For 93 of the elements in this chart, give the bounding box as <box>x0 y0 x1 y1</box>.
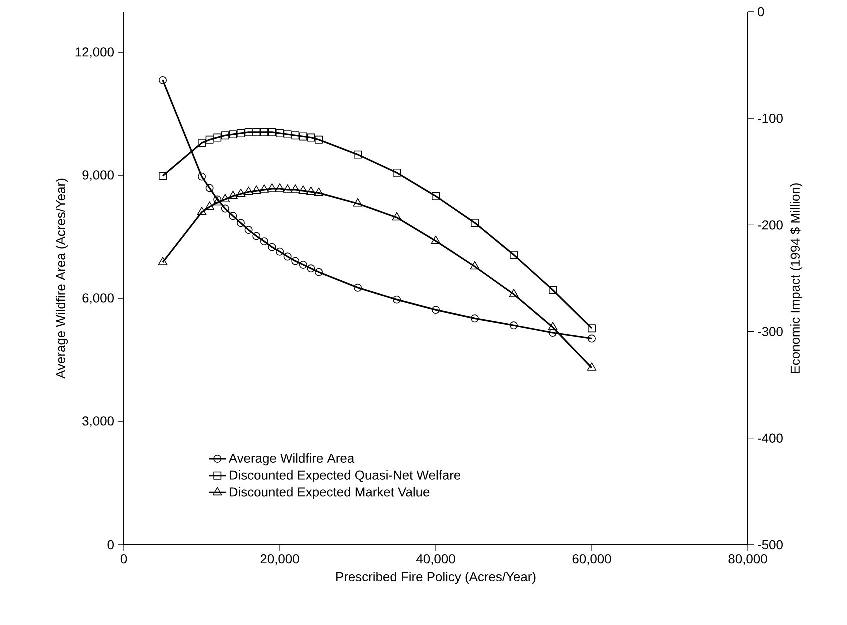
x-tick-label: 0 <box>120 554 128 564</box>
point <box>549 329 557 337</box>
point <box>252 186 262 194</box>
point <box>284 252 292 261</box>
x-tick-label: 60,000 <box>572 554 612 566</box>
point <box>267 184 277 192</box>
point <box>214 196 222 204</box>
point <box>432 306 440 314</box>
point <box>212 197 222 206</box>
y-tick-label: 9,000 <box>82 170 114 182</box>
point <box>314 188 324 196</box>
point <box>283 184 293 193</box>
point <box>198 139 206 148</box>
point <box>229 212 238 220</box>
y-tick-label: 0 <box>108 540 114 550</box>
point <box>276 130 284 138</box>
point <box>307 264 316 273</box>
point <box>510 322 518 330</box>
point <box>284 130 292 139</box>
point <box>315 268 323 276</box>
point <box>237 219 245 228</box>
point <box>431 236 441 244</box>
point <box>393 168 401 177</box>
point <box>292 132 300 140</box>
point <box>268 243 276 252</box>
point <box>205 202 215 210</box>
point <box>158 257 168 266</box>
point <box>236 188 246 198</box>
point <box>306 186 316 196</box>
point <box>299 132 308 141</box>
point <box>353 198 363 207</box>
point <box>159 172 167 180</box>
point <box>315 136 323 144</box>
point <box>229 130 238 139</box>
point <box>244 128 253 136</box>
point <box>276 248 284 256</box>
point <box>587 362 597 371</box>
legend-label: Discounted Expected Quasi-Net Welfare <box>230 470 461 482</box>
point <box>221 204 230 213</box>
point <box>244 226 253 234</box>
point <box>432 192 440 200</box>
point <box>228 191 238 200</box>
y-axis-title: Average Wildfire Area (Acres/Year) <box>56 178 68 379</box>
y-tick-label: 12,000 <box>76 48 114 58</box>
point <box>354 150 362 159</box>
point <box>588 334 596 343</box>
point <box>470 261 480 270</box>
point <box>220 194 230 202</box>
point <box>252 128 261 136</box>
point <box>198 172 206 181</box>
legend-label: Discounted Expected Market Value <box>230 487 430 500</box>
y-tick-label: 3,000 <box>82 416 114 428</box>
point <box>268 128 276 136</box>
point <box>509 289 519 298</box>
point <box>214 134 222 142</box>
point <box>549 286 557 294</box>
point <box>299 260 308 269</box>
point <box>197 207 207 216</box>
y2-tick-label: -400 <box>758 434 783 443</box>
point <box>221 132 230 140</box>
y2-tick-label: 0 <box>758 7 764 17</box>
point <box>275 184 285 192</box>
point <box>252 232 261 240</box>
point <box>237 130 245 138</box>
point <box>290 184 300 193</box>
point <box>292 257 300 266</box>
x-tick-label: 20,000 <box>260 554 300 566</box>
point <box>298 186 308 194</box>
y-tick-label: 6,000 <box>82 294 114 304</box>
point <box>206 184 214 192</box>
y2-tick-label: -100 <box>758 114 783 124</box>
point <box>471 219 479 228</box>
point <box>260 128 268 136</box>
point <box>260 238 268 246</box>
point <box>159 76 167 84</box>
x-tick-label: 80,000 <box>728 554 768 566</box>
y2-axis-title: Economic Impact (1994 $ Million) <box>790 184 803 374</box>
x-axis-title: Prescribed Fire Policy (Acres/Year) <box>336 572 536 584</box>
point <box>392 212 402 221</box>
point <box>260 184 270 193</box>
y2-tick-label: -300 <box>758 327 783 336</box>
point <box>548 322 558 330</box>
point <box>393 296 401 304</box>
y2-tick-label: -500 <box>758 540 783 550</box>
point <box>471 314 479 323</box>
x-tick-label: 40,000 <box>416 554 456 566</box>
legend-label: Average Wildfire Area <box>228 454 355 466</box>
point <box>354 284 362 292</box>
point <box>510 251 518 260</box>
point <box>307 134 316 142</box>
point <box>244 186 254 196</box>
point <box>206 136 214 144</box>
y2-tick-label: -200 <box>758 220 783 230</box>
